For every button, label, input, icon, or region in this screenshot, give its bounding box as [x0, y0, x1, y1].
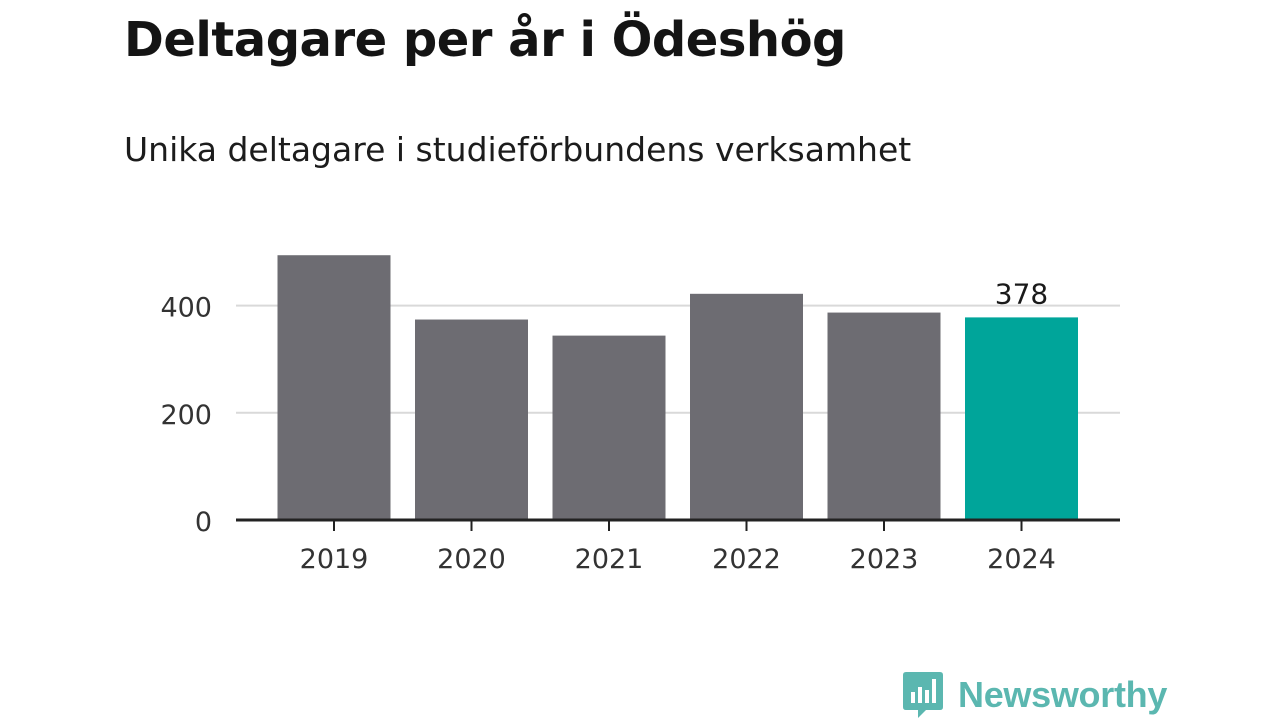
bar-chart: 0 200 400 2019 2020 2021 2022 2023 2024 378: [160, 255, 1120, 575]
x-tick-label-2022: 2022: [712, 544, 781, 575]
chart-title: Deltagare per år i Ödeshög: [124, 12, 846, 68]
x-tick-label-2023: 2023: [850, 544, 919, 575]
brand-name: Newsworthy: [958, 674, 1168, 715]
bar-2019: [277, 255, 391, 520]
data-label: 378: [995, 277, 1048, 310]
bar-2022: [690, 293, 803, 520]
bar-2023: [827, 312, 941, 520]
x-tick-label-2019: 2019: [300, 544, 369, 575]
y-tick-label: 0: [195, 507, 212, 538]
y-tick-label: 400: [160, 293, 212, 324]
newsworthy-logo-icon: [903, 672, 943, 718]
bar-2020: [415, 319, 528, 520]
y-tick-label: 200: [160, 400, 212, 431]
x-tick-label-2021: 2021: [575, 544, 644, 575]
x-tick-label-2020: 2020: [437, 544, 506, 575]
x-axis: [236, 518, 1120, 531]
bar-2021: [552, 335, 666, 520]
chart-subtitle: Unika deltagare i studieförbundens verks…: [124, 130, 912, 169]
labels: 0 200 400 2019 2020 2021 2022 2023 2024 378: [160, 277, 1055, 575]
brand-logo: Newsworthy: [902, 670, 1167, 720]
x-tick-label-2024: 2024: [987, 544, 1056, 575]
bars: [277, 255, 1078, 520]
bar-2024: [965, 317, 1078, 520]
